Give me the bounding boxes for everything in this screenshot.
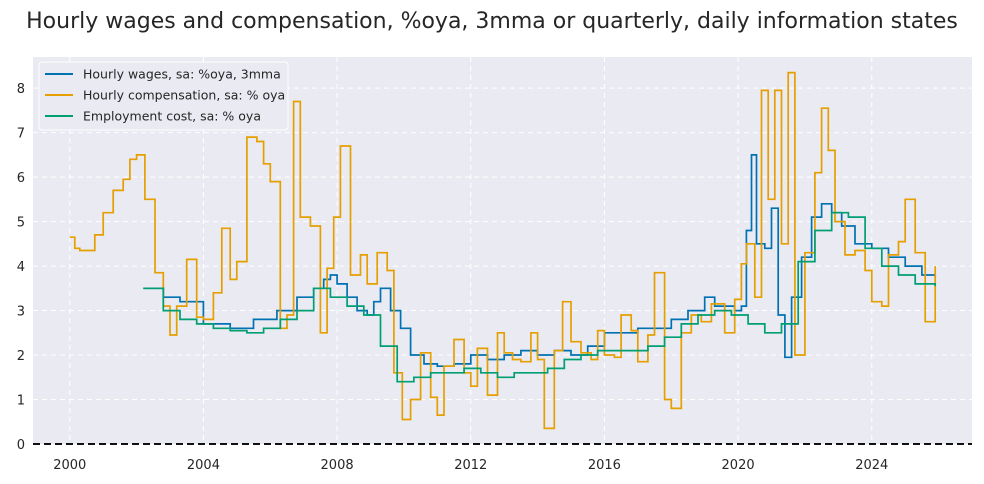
y-tick-label: 8 [17, 82, 25, 97]
y-tick-label: 0 [17, 438, 25, 453]
tick-labels: 0 1 2 3 4 5 6 7 8 2000 2004 2008 2012 2016 2020 2024 [17, 82, 889, 473]
chart-title: Hourly wages and compensation, %oya, 3mm… [26, 9, 958, 34]
series-line-2 [69, 71, 937, 430]
x-tick-label: 2004 [187, 458, 220, 473]
x-tick-label: 2008 [321, 458, 354, 473]
y-tick-label: 7 [17, 127, 25, 142]
y-tick-label: 1 [17, 394, 25, 409]
x-tick-label: 2020 [722, 458, 755, 473]
y-tick-label: 4 [17, 260, 25, 275]
y-tick-label: 6 [17, 171, 25, 186]
x-tick-label: 2024 [855, 458, 888, 473]
y-tick-label: 5 [17, 216, 25, 231]
x-tick-label: 2012 [454, 458, 487, 473]
legend-box [38, 61, 289, 131]
x-tick-label: 2000 [53, 458, 86, 473]
grid [33, 57, 972, 444]
y-tick-label: 3 [17, 305, 25, 320]
legend-label-3: Employment cost, sa: % oya [83, 109, 261, 124]
series-line-1 [143, 154, 937, 368]
y-tick-label: 2 [17, 349, 25, 364]
x-tick-label: 2016 [588, 458, 621, 473]
series-line-3 [143, 211, 937, 383]
series-lines [69, 71, 937, 430]
legend-label-1: Hourly wages, sa: %oya, 3mma [83, 67, 281, 82]
legend: Hourly wages, sa: %oya, 3mma Hourly compe… [38, 61, 289, 131]
legend-label-2: Hourly compensation, sa: % oya [83, 88, 285, 103]
